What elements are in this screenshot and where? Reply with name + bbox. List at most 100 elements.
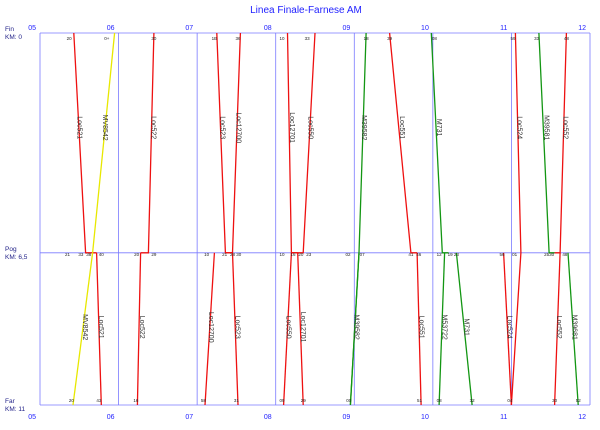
time-label: 02: [345, 252, 351, 257]
train-path: [554, 32, 568, 254]
hour-tick-bottom: 06: [107, 414, 115, 421]
train-label: Loc551: [398, 116, 405, 139]
time-label: 56: [499, 252, 505, 257]
train-label: MV8542: [101, 115, 108, 141]
chart-title: Linea Finale-Farnese AM: [250, 5, 362, 16]
train-path: [140, 32, 155, 254]
time-label: 33: [534, 36, 540, 41]
hour-tick-bottom: 09: [342, 414, 350, 421]
train-path: [72, 252, 94, 406]
hour-tick-bottom: 07: [185, 414, 193, 421]
train-label: Loc524: [516, 116, 523, 139]
train-label: MV8542: [81, 314, 88, 340]
train-path: [430, 32, 449, 254]
train-path: [282, 252, 293, 406]
hour-tick-bottom: 08: [264, 414, 272, 421]
station-km-label: KM: 6,5: [5, 254, 28, 261]
time-label: 0+: [104, 36, 110, 41]
train-label: M53722: [440, 315, 447, 340]
train-path: [388, 32, 418, 254]
time-label: 07: [360, 252, 366, 257]
station-code-label: Pog: [5, 246, 17, 253]
train-label: Loc522: [150, 116, 157, 139]
train-label: M39582: [360, 115, 367, 140]
time-label: 30: [236, 252, 242, 257]
time-label: 30: [552, 398, 558, 403]
train-path: [204, 252, 216, 406]
time-label: 59: [510, 36, 516, 41]
time-label: 20: [298, 252, 304, 257]
time-label: 00: [346, 398, 352, 403]
time-label: 04: [507, 398, 513, 403]
train-label: M731: [435, 119, 442, 137]
time-label: 1B: [212, 36, 218, 41]
train-path: [502, 252, 513, 406]
time-label: 18: [364, 36, 370, 41]
time-label: 33: [305, 36, 311, 41]
train-label: Loc522: [138, 316, 145, 339]
train-path: [231, 252, 239, 406]
time-label: 51: [417, 398, 423, 403]
station-code-label: Fin: [5, 26, 14, 33]
train-paths: [72, 32, 579, 406]
train-label: Loc524: [505, 316, 512, 339]
time-label: 2530: [544, 252, 555, 257]
time-label: 23: [306, 252, 312, 257]
time-label: 48: [562, 252, 568, 257]
time-label: 16: [290, 252, 296, 257]
train-path: [438, 252, 446, 406]
train-path: [91, 32, 116, 253]
time-label: 58: [201, 398, 207, 403]
hour-tick-top: 09: [342, 25, 350, 32]
time-label: 23: [454, 252, 460, 257]
train-path: [95, 252, 102, 406]
hour-tick-top: 12: [578, 25, 586, 32]
time-label: 21: [65, 252, 71, 257]
train-label: Loc12700: [234, 112, 241, 143]
hour-tick-top: 05: [28, 25, 36, 32]
grid: [39, 32, 591, 406]
train-path: [73, 32, 97, 254]
station-code-label: Far: [5, 398, 16, 405]
hour-tick-top: 11: [500, 25, 507, 32]
train-labels: Loc521 MV8542 Loc522 Loc523 Loc12700 Loc12701…: [76, 112, 578, 342]
time-label: 08: [437, 398, 443, 403]
train-label: Loc550: [285, 316, 292, 339]
time-label: 36: [235, 36, 241, 41]
hour-tick-top: 06: [107, 25, 115, 32]
time-label: 21: [222, 252, 228, 257]
hour-tick-bottom: 05: [28, 414, 36, 421]
train-label: Loc552: [561, 116, 568, 139]
time-label: 39: [387, 36, 393, 41]
time-label: 09: [279, 398, 285, 403]
time-label: 12: [437, 252, 443, 257]
train-label: Loc12701: [299, 312, 306, 343]
train-path: [136, 252, 142, 406]
train-label: Loc551: [417, 316, 424, 339]
train-label: Loc552: [555, 316, 562, 339]
train-path: [416, 252, 422, 406]
time-label: 30: [151, 36, 157, 41]
hour-tick-top: 10: [421, 25, 429, 32]
hour-tick-bottom: 11: [500, 414, 507, 421]
time-label: 10: [279, 36, 285, 41]
time-label: 31: [234, 398, 240, 403]
time-label: 38: [86, 252, 92, 257]
train-label: M39681: [571, 315, 578, 340]
train-label: Loc12701: [288, 112, 295, 143]
train-label: Loc521: [97, 316, 104, 339]
hour-tick-bottom: 12: [578, 414, 586, 421]
hour-tick-top: 08: [264, 25, 272, 32]
time-label: 48: [564, 36, 570, 41]
train-label: Loc550: [307, 116, 314, 139]
time-label: 29: [151, 252, 157, 257]
train-label: Loc523: [234, 316, 241, 339]
time-label: 41: [408, 252, 414, 257]
time-label: 32: [470, 398, 476, 403]
train-label: M39581: [542, 115, 549, 140]
station-km-label: KM: 11: [5, 406, 25, 413]
time-label: 16: [133, 398, 139, 403]
